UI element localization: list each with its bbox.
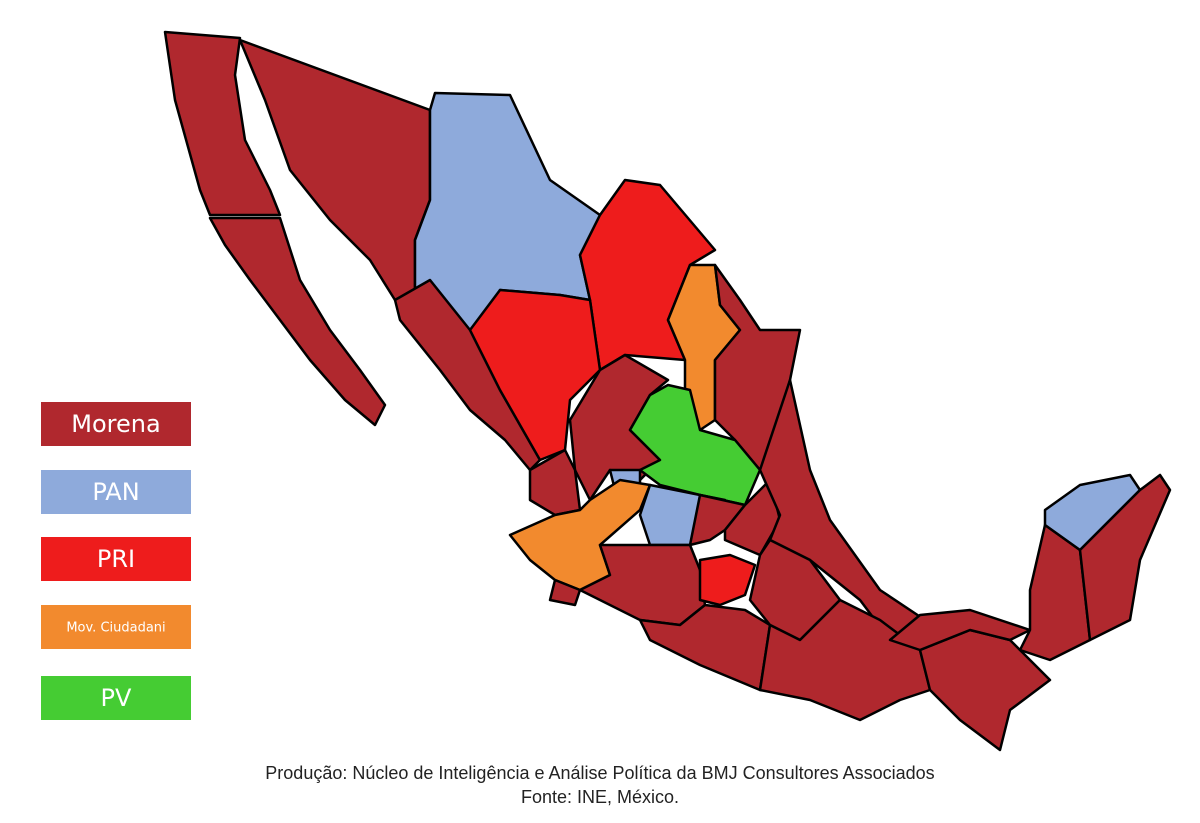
- legend-label: PV: [101, 684, 132, 712]
- legend-label: Mov. Ciudadani: [66, 621, 165, 636]
- state: [698, 553, 757, 607]
- legend-swatch: [41, 402, 191, 446]
- state: [468, 288, 602, 462]
- legend-label: Morena: [71, 410, 160, 438]
- legend-swatch: [41, 537, 191, 581]
- production-credit: Produção: Núcleo de Inteligência e Análi…: [265, 763, 934, 783]
- legend: Morena PAN PRI Mov. Ciudadani PV: [41, 402, 191, 720]
- mexico-map: [163, 30, 1172, 752]
- legend-swatch: [41, 605, 191, 649]
- legend-swatch: [41, 470, 191, 514]
- state: [888, 608, 1032, 652]
- source-credit: Fonte: INE, México.: [521, 787, 679, 807]
- legend-label: PRI: [97, 545, 135, 573]
- state: [163, 30, 282, 217]
- state: [1078, 473, 1172, 642]
- legend-swatch: [41, 676, 191, 720]
- state: [208, 216, 387, 427]
- state: [688, 493, 747, 547]
- state: [548, 578, 582, 607]
- legend-label: PAN: [92, 478, 139, 506]
